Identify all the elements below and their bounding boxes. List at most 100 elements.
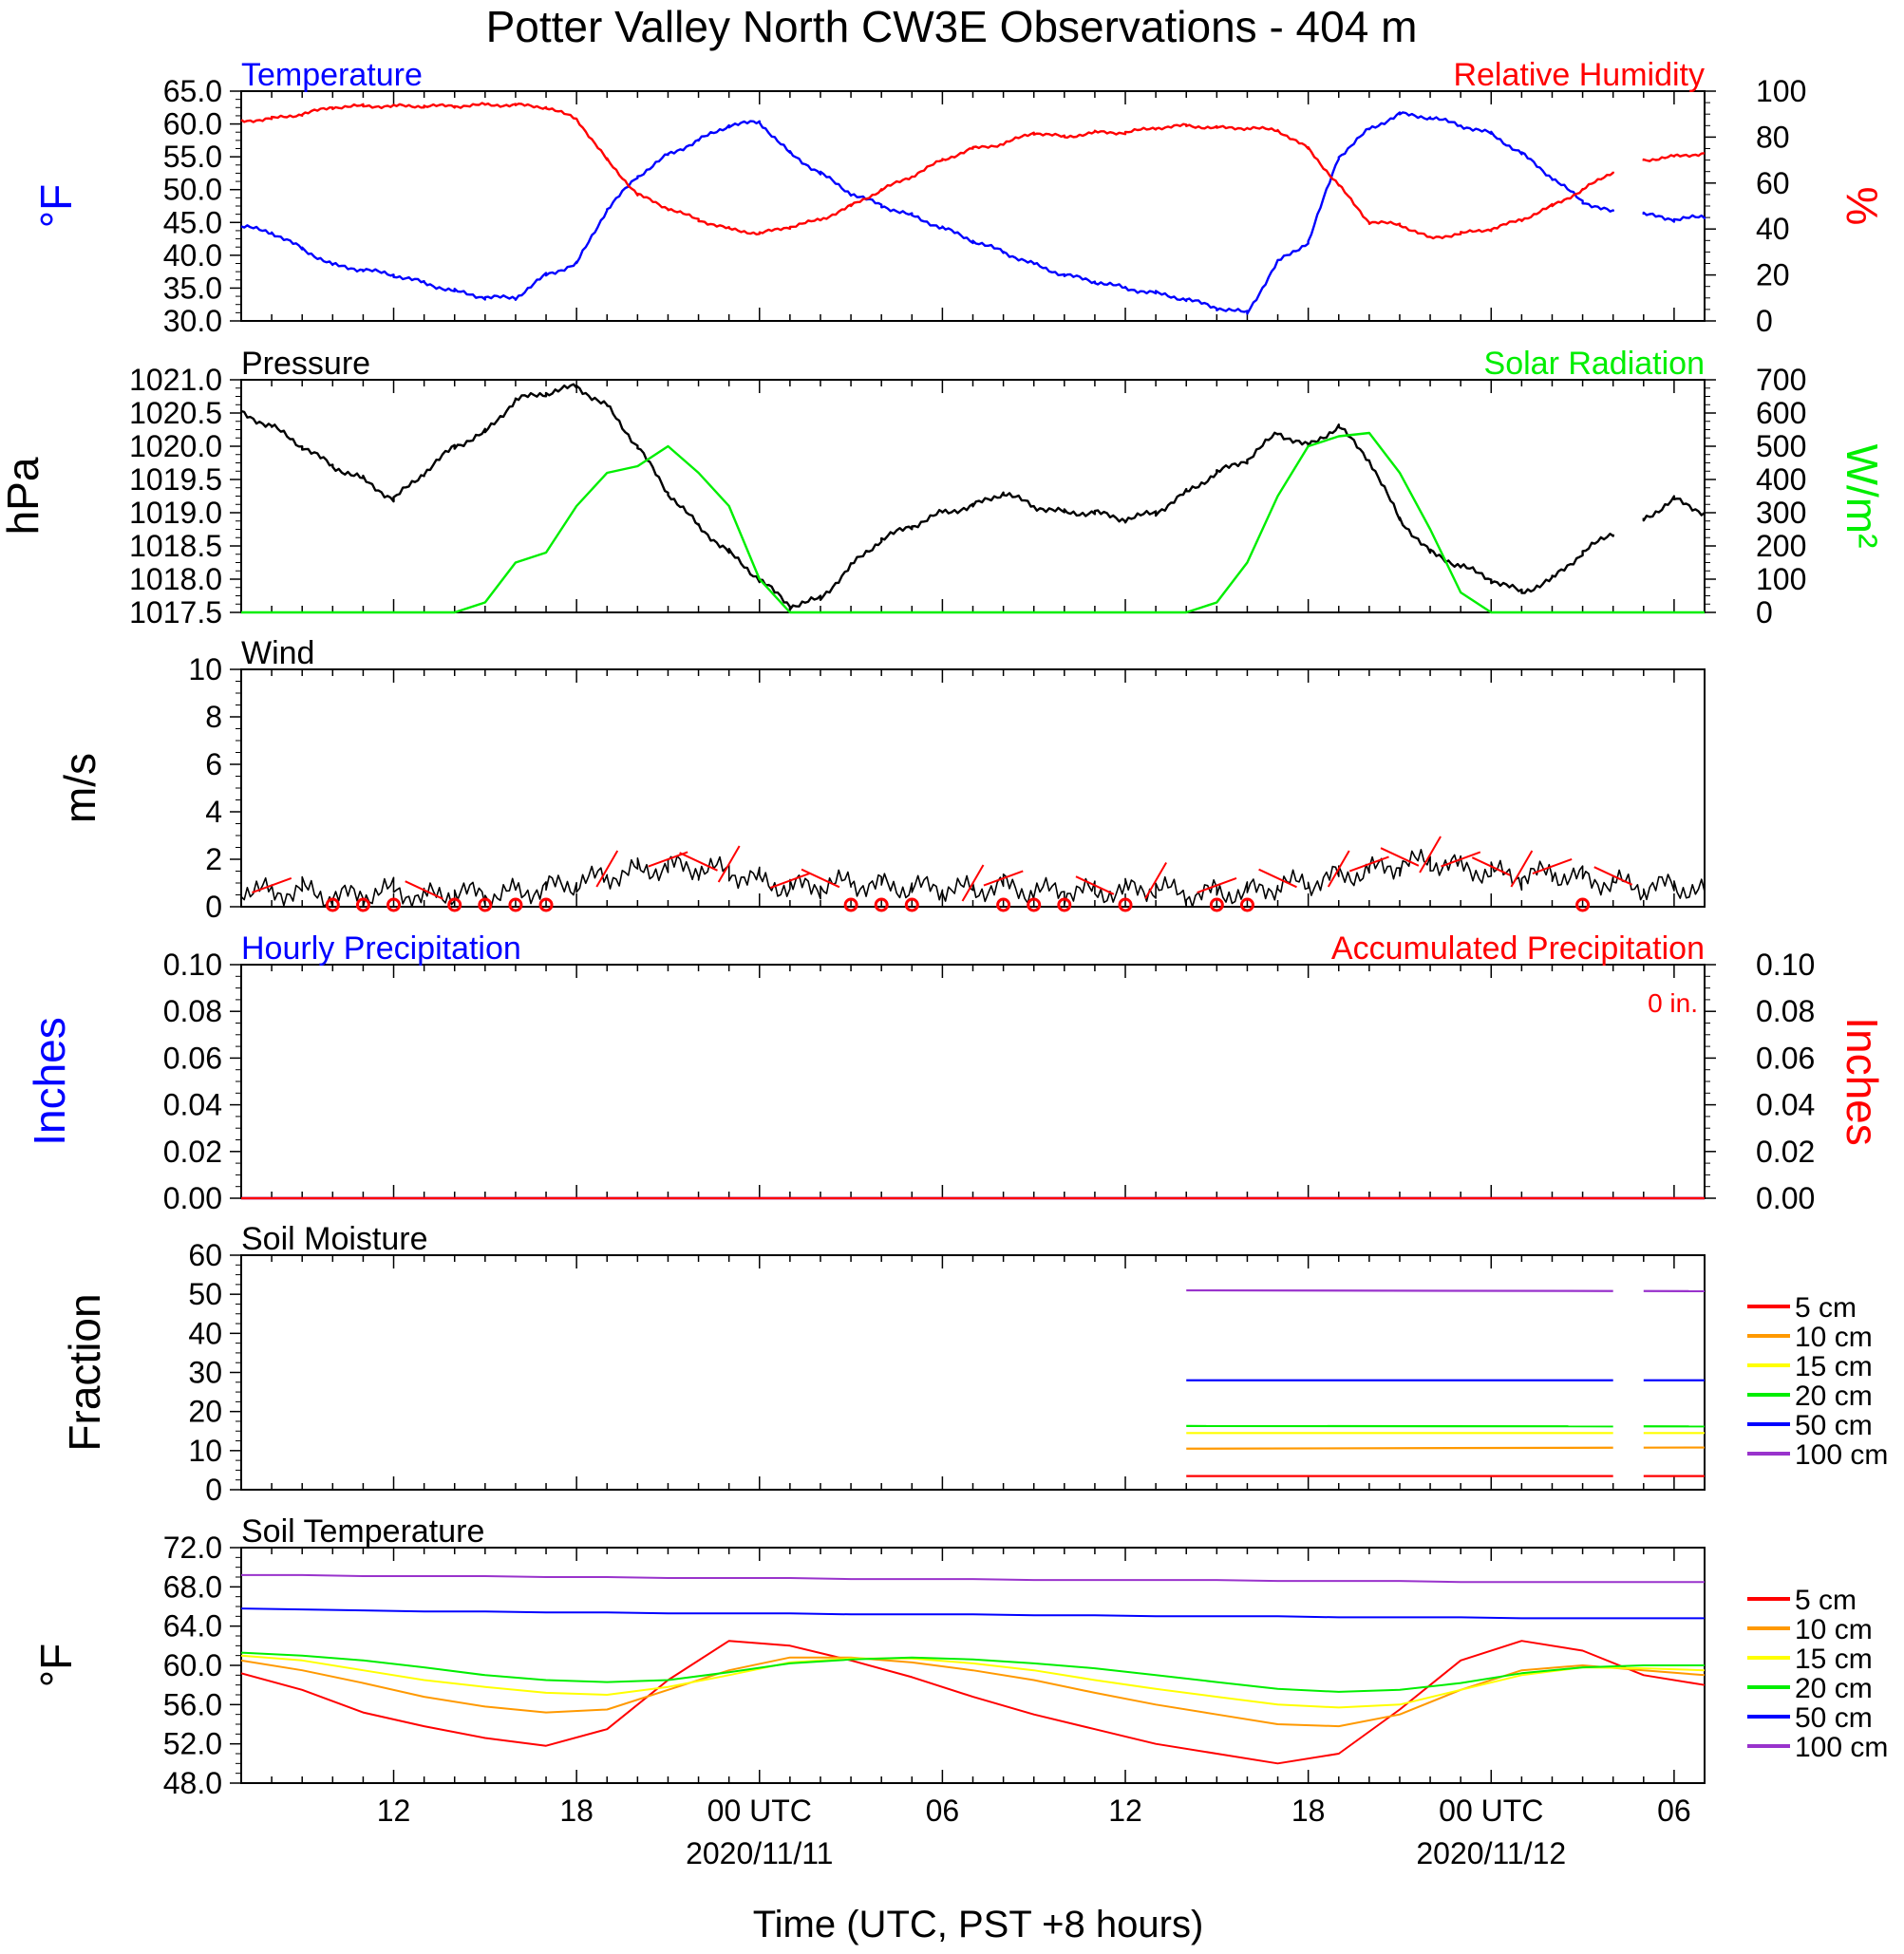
y-tick-label: 1019.0 <box>129 496 222 530</box>
y-tick-label-right: 20 <box>1756 258 1790 292</box>
precip-annotation: 0 in. <box>1648 988 1698 1018</box>
x-axis: 12 18 00 UTC 2020/11/11 06 12 18 00 UTC 2020/11/… <box>377 1794 1691 1870</box>
y-tick-label: 8 <box>205 700 222 734</box>
y-tick-label: 48.0 <box>163 1766 222 1800</box>
y-tick-label: 60 <box>188 1238 222 1272</box>
panel-title-right: Relative Humidity <box>1453 57 1705 93</box>
y-tick-label: 50.0 <box>163 173 222 207</box>
y-tick-label: 20 <box>188 1395 222 1429</box>
legend-label: 5 cm <box>1795 1292 1857 1324</box>
soil-moisture-line <box>1186 1446 1613 1450</box>
series-line-wind-speed <box>240 849 1706 908</box>
y-tick-label: 0 <box>205 890 222 924</box>
y-tick-label: 72.0 <box>163 1531 222 1565</box>
panel-title-left: Pressure <box>241 346 370 382</box>
x-date-label: 2020/11/11 <box>686 1836 833 1870</box>
wind-barb <box>1380 847 1420 867</box>
legend-label: 100 cm <box>1795 1732 1888 1763</box>
panel-1: 1021.01020.51020.01019.51019.01018.51018… <box>0 346 1887 629</box>
y-tick-label-right: 0.10 <box>1756 948 1815 982</box>
y-tick-label: 40 <box>188 1316 222 1350</box>
y-tick-label: 60.0 <box>163 1648 222 1682</box>
panel-title-left: Soil Moisture <box>241 1221 428 1257</box>
y-tick-label: 10 <box>188 652 222 686</box>
x-date-label: 2020/11/12 <box>1416 1836 1566 1870</box>
wind-barb <box>595 850 619 888</box>
y-tick-label: 30.0 <box>163 304 222 338</box>
panel-2: 10 8 6 4 2 0 Wind m/s <box>55 635 1706 924</box>
wind-barb <box>1327 850 1350 888</box>
legend-label: 10 cm <box>1795 1322 1873 1353</box>
plot-frame <box>240 90 1706 322</box>
figure-title: Potter Valley North CW3E Observations - … <box>486 2 1418 51</box>
y-tick-label: 1018.5 <box>129 529 222 563</box>
y-tick-label-right: 0 <box>1756 304 1773 338</box>
y-tick-label: 1020.5 <box>129 396 222 430</box>
wind-barb <box>679 852 718 872</box>
calm-circle <box>1239 897 1254 912</box>
wind-barb <box>717 845 741 883</box>
calm-circle <box>355 897 370 912</box>
soil-temp-line <box>240 1651 1705 1693</box>
x-axis-label: Time (UTC, PST +8 hours) <box>753 1904 1204 1945</box>
legend-label: 15 cm <box>1795 1644 1873 1675</box>
y-tick-label-right: 40 <box>1756 212 1790 246</box>
wind-barb <box>1532 858 1573 874</box>
panel-title-right: Solar Radiation <box>1484 346 1705 382</box>
legend-label: 20 cm <box>1795 1673 1873 1704</box>
y-axis-label: °F <box>31 1644 81 1688</box>
calm-circle <box>843 897 858 912</box>
panel-3: 0.10 0.08 0.06 0.04 0.02 0.00 0.10 0.08 0.06 0.04… <box>25 930 1887 1215</box>
calm-circle <box>325 897 340 912</box>
legend-label: 100 cm <box>1795 1439 1888 1471</box>
y-tick-label: 52.0 <box>163 1727 222 1761</box>
y-tick-label: 4 <box>205 795 222 829</box>
y-tick-label: 60.0 <box>163 107 222 141</box>
panel-title-left: Soil Temperature <box>241 1513 484 1550</box>
y-tick-label-right: 200 <box>1756 529 1806 563</box>
y-tick-label: 45.0 <box>163 205 222 239</box>
y-tick-label-right: 100 <box>1756 74 1806 108</box>
y-axis-label: °F <box>31 184 81 229</box>
y-tick-label: 30 <box>188 1356 222 1390</box>
series-line-temperature <box>240 111 1614 315</box>
legend-label: 15 cm <box>1795 1351 1873 1382</box>
panel-title-left: Temperature <box>241 57 423 93</box>
wind-barb <box>961 864 985 902</box>
y-tick-label-right: 0.02 <box>1756 1135 1815 1169</box>
y-tick-label-right: 0 <box>1756 595 1773 629</box>
y-tick-label-right: 500 <box>1756 429 1806 463</box>
y-tick-label: 50 <box>188 1277 222 1311</box>
y-tick-label: 0.08 <box>163 994 222 1028</box>
series-line-pressure <box>240 383 1614 611</box>
wind-barb <box>1348 855 1389 873</box>
soil-moisture-line <box>1186 1288 1613 1292</box>
soil-temp-line <box>240 1640 1706 1765</box>
wind-barb <box>801 868 840 889</box>
y-tick-label-right: 0.06 <box>1756 1041 1815 1075</box>
calm-circle <box>538 897 554 912</box>
series-line-relative-humidity <box>240 102 1614 240</box>
y-tick-label: 65.0 <box>163 74 222 108</box>
calm-circle <box>996 897 1011 912</box>
y-tick-label: 55.0 <box>163 140 222 174</box>
y-tick-label-right: 100 <box>1756 562 1806 596</box>
y-tick-label: 1020.0 <box>129 429 222 463</box>
y-tick-label: 1017.5 <box>129 595 222 629</box>
calm-circle <box>904 897 919 912</box>
series-line-solar-radiation <box>241 431 1705 614</box>
wind-barb <box>1419 836 1442 874</box>
y-axis-label: m/s <box>55 753 104 823</box>
x-tick-label: 18 <box>559 1794 594 1828</box>
wind-barb <box>769 873 810 889</box>
legend-label: 10 cm <box>1795 1614 1873 1645</box>
y-tick-label-right: 400 <box>1756 462 1806 497</box>
y-tick-label: 1018.0 <box>129 562 222 596</box>
calm-circle <box>1057 897 1072 912</box>
panel-title-right: Accumulated Precipitation <box>1331 930 1705 967</box>
wind-barb <box>983 870 1024 887</box>
y-axis-label-right: Inches <box>1838 1017 1887 1146</box>
plot-frame <box>240 1547 1706 1784</box>
